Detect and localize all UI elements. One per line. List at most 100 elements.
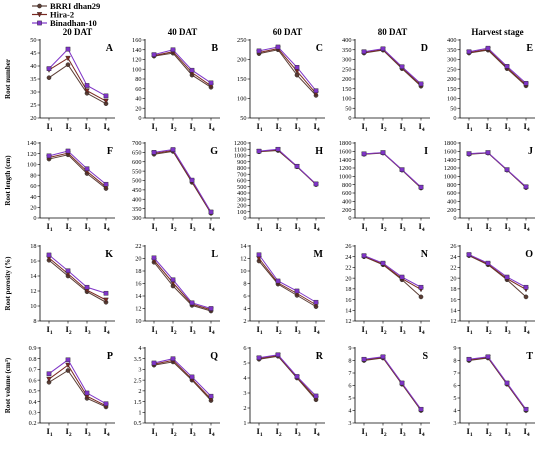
row-ylabel-root-length-cm: Root length (cm) bbox=[4, 155, 12, 206]
data-point-binadhan-10 bbox=[275, 146, 281, 152]
x-tick-label-i1: I1 bbox=[467, 324, 473, 336]
y-tick-label: 0.9 bbox=[29, 345, 37, 352]
panel-B: 0 20 40 60 80 100 120 140 160 I1 I2 I3 I4 B bbox=[132, 37, 220, 133]
data-point-hira-2 bbox=[103, 98, 109, 105]
y-tick-label: 400 bbox=[237, 190, 246, 197]
series-line-brri-dhan29 bbox=[468, 357, 527, 411]
y-tick-label: 0.8 bbox=[29, 356, 37, 363]
panel-letter: H bbox=[315, 146, 323, 157]
data-point-binadhan-10 bbox=[170, 147, 176, 152]
y-tick-label: 35 bbox=[30, 76, 36, 83]
data-point-binadhan-10 bbox=[208, 393, 214, 399]
y-tick-label: 9 bbox=[348, 345, 351, 352]
data-point-binadhan-10 bbox=[294, 288, 300, 294]
panel-letter: O bbox=[525, 249, 533, 260]
y-tick-label: 50 bbox=[450, 105, 456, 112]
series-line-brri-dhan29 bbox=[468, 49, 527, 87]
y-tick-label: 50 bbox=[30, 37, 36, 44]
y-tick-label: 1200 bbox=[234, 140, 247, 147]
y-tick-label: 350 bbox=[342, 47, 351, 54]
y-tick-label: 14 bbox=[450, 307, 457, 314]
data-point-binadhan-10 bbox=[418, 284, 424, 290]
series-line-binadhan-10 bbox=[468, 47, 527, 84]
x-tick-label-i4: I4 bbox=[524, 221, 530, 233]
x-tick-label-i2: I2 bbox=[486, 121, 492, 133]
x-tick-label-i1: I1 bbox=[362, 324, 368, 336]
x-tick-label-i1: I1 bbox=[152, 221, 158, 233]
panel-letter: L bbox=[211, 249, 218, 260]
data-point-binadhan-10 bbox=[504, 167, 510, 172]
y-tick-label: 7 bbox=[348, 370, 351, 377]
series-line-brri-dhan29 bbox=[363, 152, 422, 189]
data-point-binadhan-10 bbox=[65, 357, 71, 363]
data-point-binadhan-10 bbox=[466, 252, 472, 257]
y-tick-label: 26 bbox=[345, 243, 351, 250]
y-tick-label: 450 bbox=[132, 187, 141, 194]
data-point-binadhan-10 bbox=[84, 390, 90, 396]
x-tick-label-i1: I1 bbox=[362, 121, 368, 133]
data-point-binadhan-10 bbox=[313, 181, 319, 187]
y-tick-label: 4 bbox=[243, 306, 247, 313]
x-tick-label-i1: I1 bbox=[467, 221, 473, 233]
series-line-hira-2 bbox=[48, 152, 107, 188]
y-tick-label: 400 bbox=[342, 199, 351, 206]
column-header-harvest-stage: Harvest stage bbox=[471, 27, 523, 37]
series-line-hira-2 bbox=[48, 57, 107, 102]
y-tick-label: 1800 bbox=[444, 140, 457, 147]
x-tick-label-i2: I2 bbox=[66, 426, 72, 438]
x-tick-label-i3: I3 bbox=[190, 426, 196, 438]
y-tick-label: 22 bbox=[345, 265, 351, 272]
x-tick-label-i2: I2 bbox=[486, 324, 492, 336]
x-tick-label-i4: I4 bbox=[314, 121, 320, 133]
column-headers: 20 DAT 40 DAT 60 DAT 80 DAT Harvest stage bbox=[63, 27, 524, 37]
y-tick-label: 2 bbox=[243, 318, 246, 325]
data-point-brri-dhan29 bbox=[46, 75, 52, 80]
data-point-binadhan-10 bbox=[84, 83, 90, 88]
y-tick-label: 120 bbox=[132, 57, 141, 64]
panel-C: 50 100 150 200 250 I1 I2 I3 I4 C bbox=[237, 37, 325, 133]
panel-letter: M bbox=[314, 249, 324, 260]
y-tick-label: 20 bbox=[30, 115, 36, 122]
panel-L: 10 12 14 16 18 20 22 I1 I2 I3 I4 L bbox=[135, 243, 220, 336]
panel-O: 12 14 16 18 20 22 24 26 I1 I2 I3 I4 O bbox=[450, 243, 535, 336]
series-line-binadhan-10 bbox=[153, 49, 212, 84]
panel-N: 12 14 16 18 20 22 24 26 I1 I2 I3 I4 N bbox=[345, 243, 430, 336]
x-tick-label-i3: I3 bbox=[190, 324, 196, 336]
data-point-binadhan-10 bbox=[380, 354, 386, 360]
y-tick-label: 18 bbox=[135, 268, 141, 275]
y-tick-label: 60 bbox=[135, 86, 141, 93]
y-tick-label: 600 bbox=[132, 159, 141, 166]
x-tick-label-i4: I4 bbox=[314, 426, 320, 438]
x-tick-label-i1: I1 bbox=[152, 121, 158, 133]
series-line-hira-2 bbox=[363, 255, 422, 290]
x-tick-label-i4: I4 bbox=[524, 426, 530, 438]
y-tick-label: 12 bbox=[240, 256, 246, 263]
data-point-binadhan-10 bbox=[189, 300, 195, 306]
data-point-hira-2 bbox=[103, 297, 109, 303]
column-header-60-dat: 60 DAT bbox=[273, 27, 303, 37]
x-tick-label-i4: I4 bbox=[104, 121, 110, 133]
data-point-binadhan-10 bbox=[294, 374, 300, 379]
y-tick-label: 400 bbox=[132, 196, 141, 203]
legend-label: Binadhan-10 bbox=[50, 18, 97, 28]
y-tick-label: 700 bbox=[237, 171, 246, 178]
y-tick-label: 1600 bbox=[444, 149, 457, 156]
y-tick-label: 250 bbox=[237, 37, 246, 44]
y-tick-label: 22 bbox=[450, 265, 456, 272]
series-line-hira-2 bbox=[258, 354, 317, 399]
y-tick-label: 150 bbox=[342, 86, 351, 93]
series-line-hira-2 bbox=[363, 49, 422, 86]
data-point-binadhan-10 bbox=[208, 209, 214, 215]
series-line-binadhan-10 bbox=[258, 148, 317, 185]
x-tick-label-i2: I2 bbox=[486, 426, 492, 438]
panel-P: 0.2 0.3 0.4 0.5 0.6 0.7 0.8 0.9 I1 I2 I3 I4 P bbox=[29, 345, 115, 438]
series-line-binadhan-10 bbox=[363, 152, 422, 188]
column-header-40-dat: 40 DAT bbox=[168, 27, 198, 37]
data-point-binadhan-10 bbox=[103, 181, 109, 187]
panel-E: 0 50 100 150 200 250 300 350 400 I1 I2 I3 I4 E bbox=[447, 37, 535, 133]
y-tick-label: 100 bbox=[447, 96, 456, 103]
